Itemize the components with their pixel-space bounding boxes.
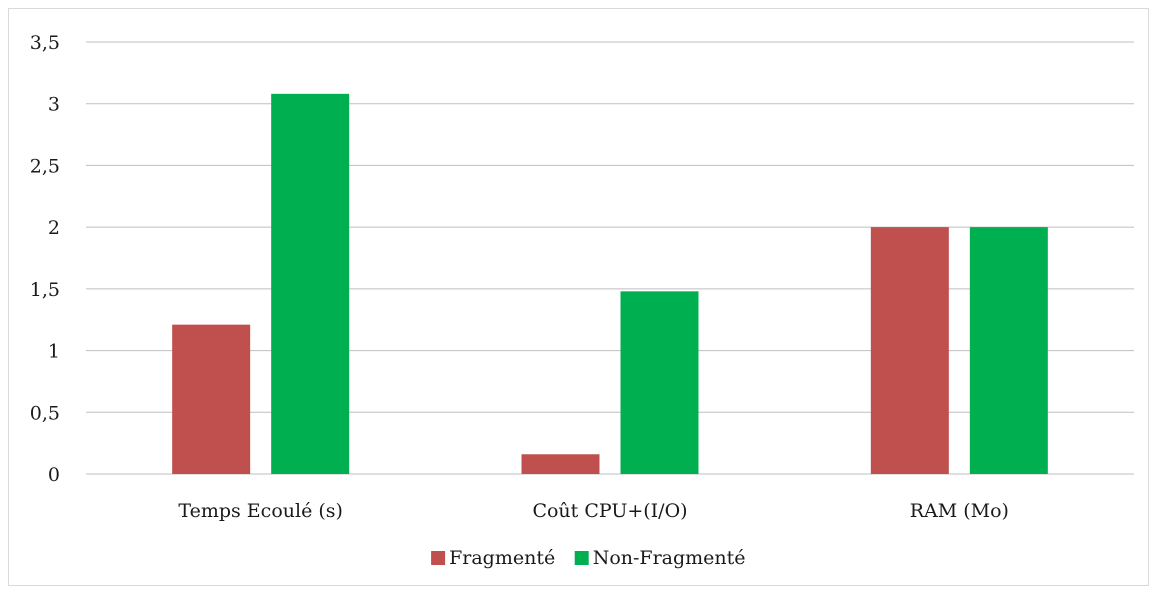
y-tick-label: 1 bbox=[48, 341, 60, 363]
y-tick-label: 1,5 bbox=[30, 279, 60, 301]
y-tick-label: 0 bbox=[48, 464, 60, 486]
gridlines bbox=[86, 41, 1134, 475]
legend-label: Non-Fragmenté bbox=[593, 547, 746, 569]
x-category-label: RAM (Mo) bbox=[910, 500, 1009, 522]
x-category-label: Temps Ecoulé (s) bbox=[178, 500, 343, 522]
y-tick-label: 2,5 bbox=[30, 155, 60, 177]
bar bbox=[870, 227, 949, 474]
y-tick-label: 2 bbox=[48, 217, 60, 239]
chart-frame: 0 0,5 1 1,5 2 2,5 3 3,5 Temps Ecoulé (s) Coût CP… bbox=[8, 8, 1149, 586]
bars bbox=[172, 93, 1048, 474]
y-tick-label: 3 bbox=[48, 94, 60, 116]
y-tick-label: 3,5 bbox=[30, 32, 60, 54]
y-tick-label: 0,5 bbox=[30, 402, 60, 424]
x-category-label: Coût CPU+(I/O) bbox=[532, 500, 687, 522]
bar-chart: 0 0,5 1 1,5 2 2,5 3 3,5 Temps Ecoulé (s) Coût CP… bbox=[30, 32, 1134, 569]
legend-swatch bbox=[574, 551, 589, 565]
y-axis-ticks: 0 0,5 1 1,5 2 2,5 3 3,5 bbox=[30, 32, 60, 486]
bar bbox=[620, 291, 699, 474]
bar bbox=[172, 324, 251, 474]
legend-swatch bbox=[431, 551, 446, 565]
bar bbox=[969, 227, 1048, 474]
x-axis-categories: Temps Ecoulé (s) Coût CPU+(I/O) RAM (Mo) bbox=[178, 500, 1009, 522]
legend: Fragmenté Non-Fragmenté bbox=[431, 547, 746, 569]
bar bbox=[271, 93, 350, 474]
bar bbox=[521, 454, 600, 474]
legend-label: Fragmenté bbox=[449, 547, 555, 569]
